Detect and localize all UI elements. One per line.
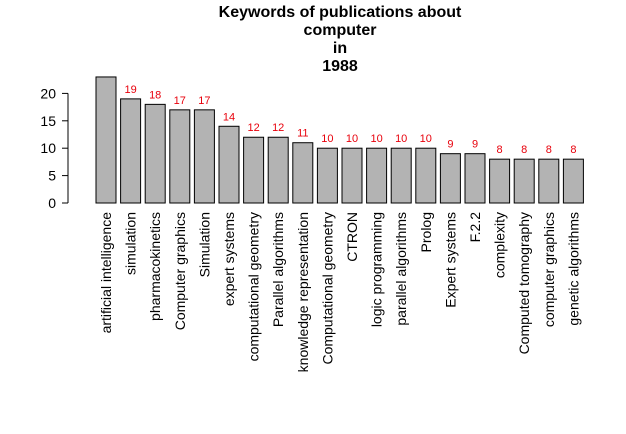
bar-value-label: 14 <box>223 111 235 123</box>
category-labels: artificial intelligence simulation pharmac… <box>98 212 581 373</box>
category-label: Computed tomography <box>516 212 532 354</box>
category-label: logic programming <box>369 212 385 327</box>
bar-value-label: 8 <box>570 144 576 156</box>
bar-value-label: 8 <box>546 144 552 156</box>
category-label: artificial intelligence <box>98 212 114 334</box>
bar <box>193 109 215 204</box>
category-label: Prolog <box>418 212 434 252</box>
category-label: knowledge representation <box>295 212 311 372</box>
bar-value-label: 19 <box>124 84 136 96</box>
bar-value-label: 17 <box>198 95 210 107</box>
category-label: Computational geometry <box>319 212 335 365</box>
chart-title-line: in <box>333 40 347 57</box>
chart-title-line: 1988 <box>322 58 358 75</box>
bar-value-label: 10 <box>370 133 382 145</box>
category-label: Simulation <box>196 212 212 277</box>
bar-value-label: 18 <box>149 89 161 101</box>
bar-value-label: 8 <box>497 144 503 156</box>
bar-value-label: 10 <box>420 133 432 145</box>
bar-value-label: 10 <box>395 133 407 145</box>
y-tick-label: 0 <box>48 195 56 211</box>
bar <box>169 109 191 204</box>
bar-value-label: 17 <box>174 95 186 107</box>
bar-value-label: 10 <box>346 133 358 145</box>
bar <box>316 147 338 204</box>
bar <box>366 147 388 204</box>
bar <box>144 103 166 204</box>
category-label: CTRON <box>344 212 360 262</box>
bar <box>390 147 412 204</box>
y-tick-label: 20 <box>40 85 56 101</box>
chart-title-line: Keywords of publications about <box>219 4 462 21</box>
category-label: Parallel algorithms <box>270 212 286 327</box>
bar-value-label: 10 <box>321 133 333 145</box>
bar <box>267 136 289 204</box>
bar <box>464 153 486 204</box>
category-label: computational geometry <box>246 212 262 361</box>
bar <box>489 158 511 204</box>
bar-value-label: 9 <box>472 139 478 151</box>
category-label: parallel algorithms <box>393 212 409 326</box>
category-label: Expert systems <box>442 212 458 308</box>
bar <box>562 158 584 204</box>
category-label: expert systems <box>221 212 237 306</box>
bar <box>341 147 363 204</box>
category-label: complexity <box>492 212 508 278</box>
bar <box>538 158 560 204</box>
bar <box>120 98 142 204</box>
bar-value-label: 9 <box>447 139 453 151</box>
y-tick-label: 5 <box>48 168 56 184</box>
bar <box>292 142 314 204</box>
bar <box>243 136 265 204</box>
category-label: computer graphics <box>541 212 557 327</box>
category-label: pharmacokinetics <box>147 212 163 321</box>
bar-value-label: 11 <box>297 128 308 140</box>
value-labels: 19 18 17 17 14 12 12 11 10 10 10 10 10 9 9 8 8 8 8 <box>124 84 576 156</box>
y-tick-label: 15 <box>40 113 56 129</box>
bar <box>439 153 461 204</box>
bar-value-label: 8 <box>521 144 527 156</box>
category-label: genetic algorithms <box>565 212 581 326</box>
chart-title: Keywords of publications aboutcomputerin… <box>219 4 462 75</box>
chart-title-line: computer <box>304 22 377 39</box>
category-label: simulation <box>123 212 139 275</box>
bar-value-label: 12 <box>247 122 259 134</box>
bars <box>95 76 584 204</box>
category-label: Computer graphics <box>172 212 188 330</box>
y-axis: 0 5 10 15 20 <box>40 85 69 211</box>
y-tick-label: 10 <box>40 140 56 156</box>
bar <box>218 125 240 204</box>
bar <box>415 147 437 204</box>
bar <box>513 158 535 204</box>
category-label: F.2.2 <box>467 212 483 243</box>
bar-value-label: 12 <box>272 122 284 134</box>
bar <box>95 76 117 204</box>
